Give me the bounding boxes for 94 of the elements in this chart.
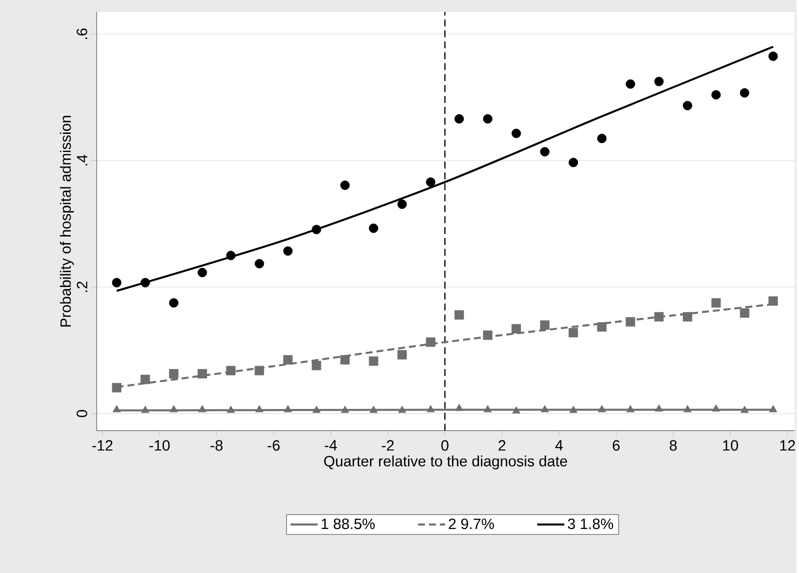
point	[141, 406, 150, 413]
point	[140, 278, 150, 288]
point	[569, 406, 578, 413]
point	[112, 382, 122, 392]
point	[568, 328, 578, 338]
point	[483, 114, 492, 124]
point	[254, 258, 264, 268]
point	[368, 356, 378, 366]
y-tick-label: .6	[76, 28, 88, 39]
point	[512, 406, 520, 414]
point	[568, 158, 578, 168]
point	[683, 404, 692, 412]
point	[340, 180, 350, 190]
point	[340, 406, 350, 413]
point	[597, 134, 607, 144]
point	[682, 100, 692, 110]
point	[597, 322, 607, 332]
point	[198, 404, 206, 412]
point	[512, 324, 521, 334]
point	[254, 366, 264, 376]
y-axis-title: Probability of hospital admission	[60, 116, 74, 326]
point	[170, 404, 178, 412]
point	[654, 76, 664, 86]
point	[626, 404, 635, 412]
point	[598, 404, 606, 412]
point	[540, 320, 550, 330]
legend-label: 1 88.5%	[322, 518, 375, 530]
point	[397, 350, 407, 360]
y-tick-label: .2	[76, 282, 88, 292]
point	[312, 406, 321, 413]
point	[226, 406, 235, 413]
x-tick-label: 8	[670, 440, 677, 451]
point	[368, 223, 378, 233]
point	[426, 337, 436, 347]
point	[454, 114, 464, 124]
point	[369, 406, 378, 413]
point	[682, 312, 692, 322]
point	[455, 404, 464, 411]
point	[397, 199, 407, 209]
point	[140, 374, 150, 384]
point	[626, 79, 636, 89]
point	[312, 224, 322, 234]
point	[768, 296, 778, 306]
x-tick-label: 2	[498, 440, 506, 450]
x-axis-title: Quarter relative to the diagnosis date	[324, 455, 568, 470]
x-tick-label: -10	[149, 440, 170, 451]
point	[340, 355, 350, 364]
legend-label: 3 1.8%	[568, 518, 614, 530]
x-tick-label: 6	[612, 440, 620, 451]
point	[198, 368, 207, 378]
point	[711, 90, 721, 100]
point	[711, 298, 721, 308]
point	[284, 404, 292, 412]
point	[769, 404, 778, 412]
point	[112, 404, 121, 412]
point	[626, 317, 636, 326]
point	[483, 330, 492, 340]
point	[398, 406, 406, 413]
x-tick-label: 12	[780, 440, 795, 450]
point	[512, 128, 521, 138]
x-tick-label: 0	[441, 440, 448, 451]
point	[312, 360, 322, 370]
point	[540, 146, 550, 156]
x-tick-label: -8	[210, 440, 223, 451]
x-tick-label: 10	[723, 440, 738, 451]
x-tick-label: -12	[92, 440, 112, 450]
point	[283, 246, 293, 256]
point	[112, 278, 122, 288]
point	[654, 404, 664, 412]
point	[226, 250, 236, 260]
point	[454, 310, 464, 320]
x-tick-label: 4	[555, 440, 563, 450]
point	[740, 406, 749, 413]
point	[283, 355, 293, 364]
point	[712, 404, 720, 412]
point	[169, 368, 178, 378]
point	[426, 177, 436, 187]
point	[169, 298, 178, 308]
point	[484, 404, 492, 412]
x-tick-label: -4	[324, 440, 337, 450]
point	[198, 268, 207, 278]
point	[426, 404, 435, 412]
point	[654, 312, 664, 322]
point	[740, 88, 750, 98]
x-tick-label: -2	[382, 440, 394, 450]
y-tick-label: .4	[76, 154, 88, 166]
point	[226, 366, 236, 376]
point	[768, 51, 778, 61]
point	[740, 308, 750, 318]
x-tick-label: -6	[268, 440, 280, 451]
y-tick-label: 0	[76, 410, 88, 418]
point	[540, 404, 549, 412]
legend-label: 2 9.7%	[448, 518, 494, 530]
point	[255, 404, 264, 412]
